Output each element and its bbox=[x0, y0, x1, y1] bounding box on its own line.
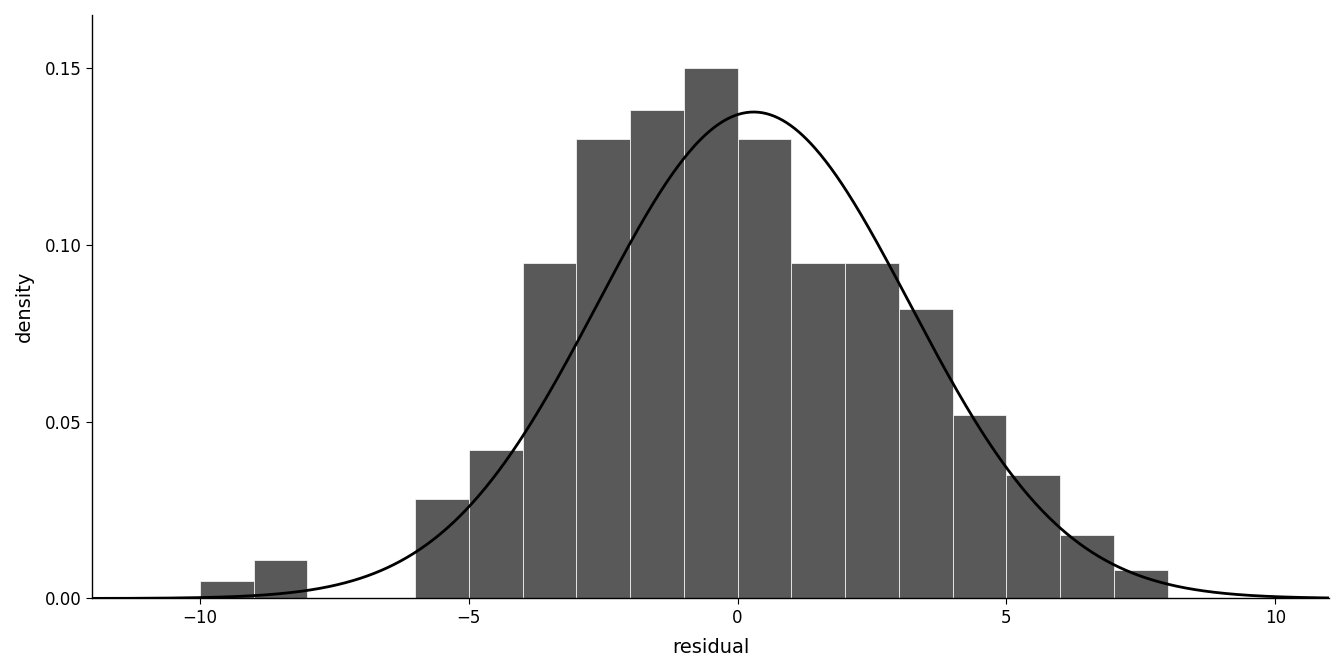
Bar bbox=[953, 415, 1007, 599]
X-axis label: residual: residual bbox=[672, 638, 750, 657]
Bar bbox=[684, 68, 738, 599]
Bar bbox=[523, 263, 577, 599]
Bar bbox=[792, 263, 845, 599]
Bar bbox=[415, 499, 469, 599]
Bar bbox=[845, 263, 899, 599]
Bar bbox=[254, 560, 308, 599]
Bar bbox=[200, 581, 254, 599]
Bar bbox=[1007, 474, 1060, 599]
Bar bbox=[630, 110, 684, 599]
Bar bbox=[469, 450, 523, 599]
Bar bbox=[899, 308, 953, 599]
Y-axis label: density: density bbox=[15, 271, 34, 343]
Bar bbox=[1060, 535, 1114, 599]
Bar bbox=[738, 138, 792, 599]
Bar bbox=[1114, 570, 1168, 599]
Bar bbox=[577, 138, 630, 599]
